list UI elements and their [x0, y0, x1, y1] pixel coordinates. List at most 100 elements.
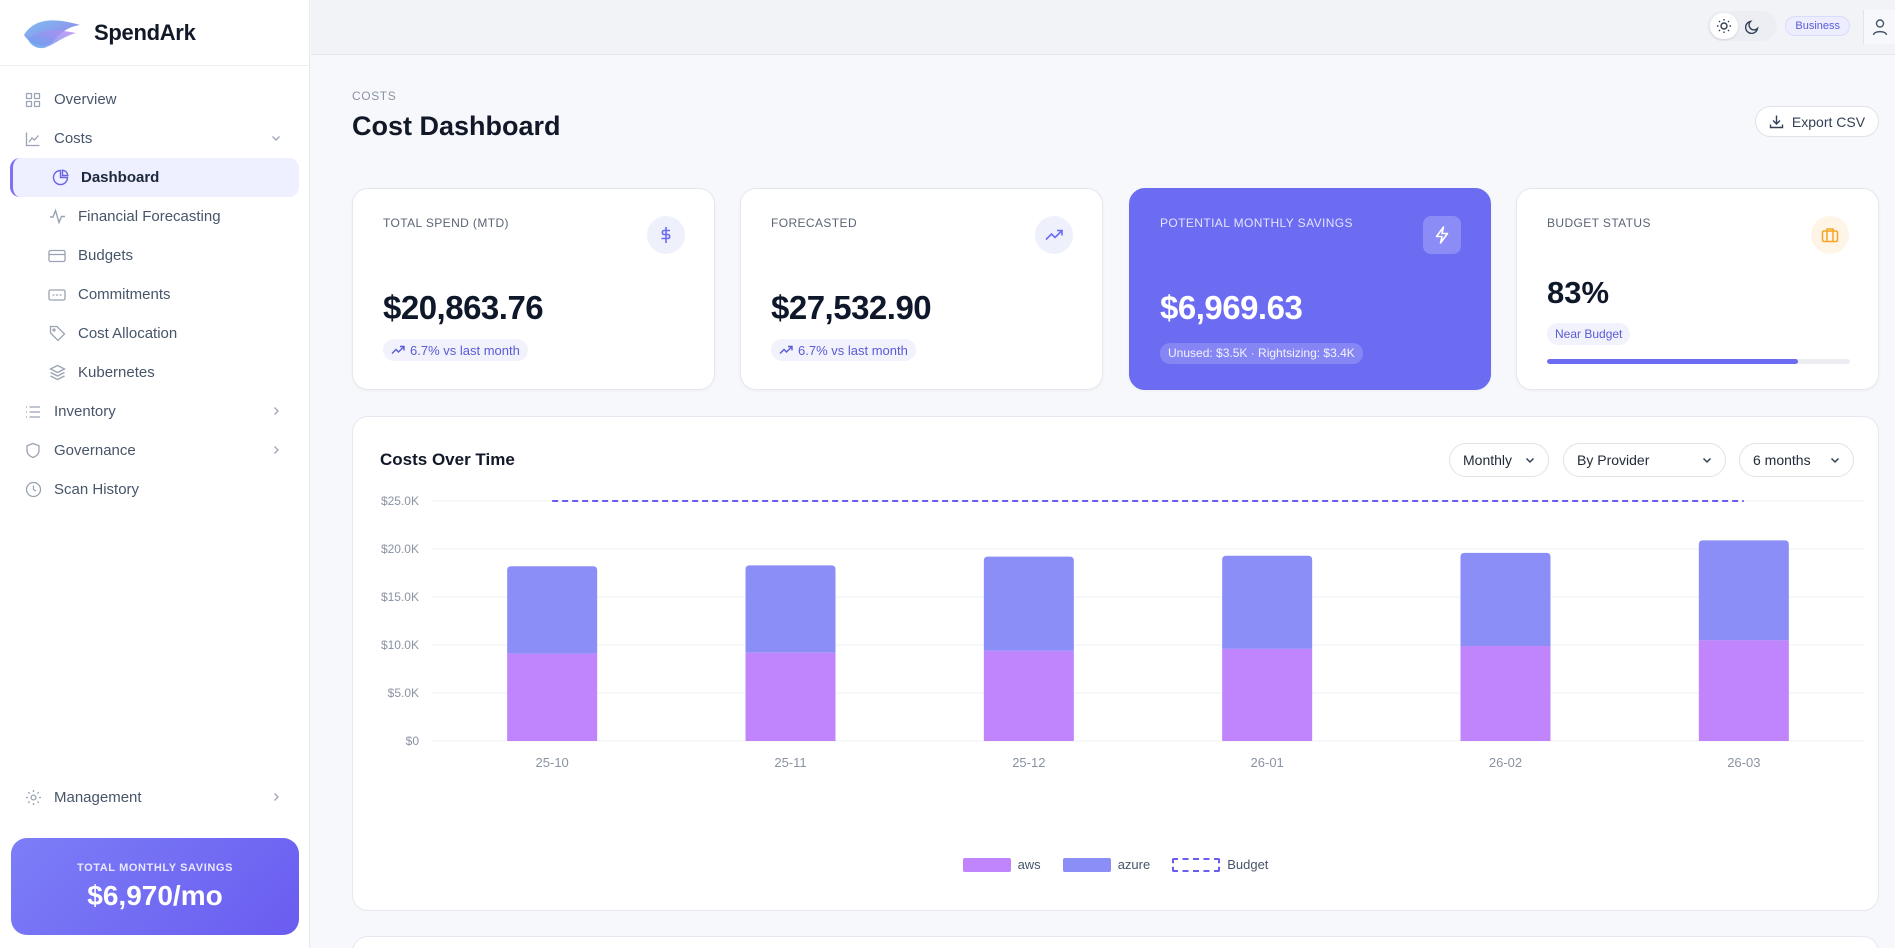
kpi-card-potential-savings: POTENTIAL MONTHLY SAVINGS $6,969.63 Unus…	[1129, 188, 1491, 390]
group-by-select[interactable]: By Provider	[1563, 443, 1726, 477]
budget-status-badge: Near Budget	[1547, 323, 1631, 345]
sidebar-item-label: Inventory	[54, 403, 116, 420]
legend-swatch-budget	[1172, 857, 1221, 872]
sidebar-item-label: Scan History	[54, 481, 140, 498]
budget-progress-fill	[1547, 359, 1799, 364]
granularity-value: Monthly	[1463, 452, 1513, 468]
x-tick-label: 25-12	[1012, 755, 1045, 770]
x-tick-label: 25-11	[774, 755, 806, 770]
sidebar-item-scan-history[interactable]: Scan History	[0, 470, 309, 509]
dollar-icon	[647, 216, 685, 254]
layers-icon	[48, 364, 66, 382]
trend-badge: 6.7% vs last month	[771, 339, 916, 361]
tag-icon	[48, 325, 66, 343]
export-csv-button[interactable]: Export CSV	[1755, 106, 1879, 137]
export-csv-label: Export CSV	[1791, 113, 1866, 130]
sidebar-subitem-budgets[interactable]: Budgets	[0, 236, 309, 275]
brand-name: SpendArk	[94, 19, 196, 45]
user-menu-button[interactable]	[1863, 10, 1895, 44]
download-icon	[1769, 115, 1784, 129]
kpi-value: $6,969.63	[1160, 289, 1303, 326]
bar-azure	[983, 556, 1074, 651]
chevron-down-icon	[272, 136, 280, 141]
grid-icon	[24, 91, 42, 109]
bar-azure	[1222, 555, 1313, 649]
theme-toggle[interactable]	[1707, 11, 1777, 41]
sidebar-item-governance[interactable]: Governance	[0, 431, 309, 470]
sidebar-subitem-label: Financial Forecasting	[78, 208, 221, 225]
chevron-right-icon	[274, 793, 279, 801]
briefcase-icon	[1811, 216, 1849, 254]
sidebar-item-management[interactable]: Management	[0, 778, 309, 817]
bar-azure	[1698, 540, 1789, 641]
total-savings-label: TOTAL MONTHLY SAVINGS	[76, 862, 234, 874]
sidebar-item-costs[interactable]: Costs	[0, 119, 309, 158]
costs-bar-chart: $0 $5.0K $10.0K $15.0K $20.0K $25.0K 25-10 25-1…	[381, 494, 1863, 770]
legend-label: Budget	[1227, 857, 1269, 872]
sidebar-subitem-label: Budgets	[78, 247, 134, 264]
kpi-value: $27,532.90	[771, 289, 932, 326]
sidebar-subitem-label: Cost Allocation	[78, 325, 178, 342]
kpi-label: FORECASTED	[771, 216, 858, 230]
shield-icon	[24, 442, 42, 460]
user-icon	[1872, 19, 1887, 36]
chevron-right-icon	[274, 446, 279, 454]
chevron-down-icon	[1830, 457, 1840, 464]
credit-card-icon	[48, 247, 66, 265]
trend-text: 6.7% vs last month	[410, 342, 520, 358]
sidebar-item-label: Costs	[54, 130, 93, 147]
sidebar-item-label: Governance	[54, 442, 136, 459]
sidebar: SpendArk Overview Costs Dashboard	[0, 0, 310, 948]
kpi-card-total-spend: TOTAL SPEND (MTD) $20,863.76 6.7% vs las…	[352, 188, 715, 390]
kpi-label: POTENTIAL MONTHLY SAVINGS	[1160, 216, 1353, 230]
range-select[interactable]: 6 months	[1739, 443, 1854, 477]
bar-aws	[1222, 648, 1313, 741]
trend-text: 6.7% vs last month	[798, 342, 908, 358]
bar-aws	[745, 652, 836, 741]
sidebar-subitem-financial-forecasting[interactable]: Financial Forecasting	[0, 197, 309, 236]
chevron-down-icon	[1525, 457, 1535, 464]
plan-badge: Business	[1785, 16, 1850, 36]
legend-swatch-azure	[1062, 857, 1111, 872]
next-panel	[352, 936, 1879, 948]
lightning-icon	[1423, 216, 1461, 254]
y-tick-label: $20.0K	[381, 542, 419, 556]
light-mode-button[interactable]	[1710, 13, 1738, 39]
sidebar-nav: Overview Costs Dashboard Financial Forec…	[0, 66, 309, 509]
bar-azure	[507, 566, 598, 654]
trend-badge: 6.7% vs last month	[383, 339, 528, 361]
trending-up-icon	[391, 345, 405, 354]
kpi-value: $20,863.76	[383, 289, 544, 326]
legend-item-azure[interactable]: azure	[1062, 857, 1150, 872]
dark-mode-button[interactable]	[1738, 13, 1766, 39]
sidebar-item-overview[interactable]: Overview	[0, 80, 309, 119]
sidebar-subitem-cost-allocation[interactable]: Cost Allocation	[0, 314, 309, 353]
y-tick-label: $5.0K	[388, 686, 419, 700]
chevron-down-icon	[1702, 457, 1712, 464]
sun-icon	[1717, 19, 1731, 33]
total-savings-value: $6,970/mo	[87, 880, 223, 911]
sidebar-subitem-commitments[interactable]: Commitments	[0, 275, 309, 314]
page-title: Cost Dashboard	[352, 111, 561, 141]
breadcrumb: COSTS	[352, 89, 397, 103]
bar-aws	[983, 650, 1074, 741]
ticket-icon	[48, 286, 66, 304]
chart-title: Costs Over Time	[380, 450, 515, 469]
legend-label: aws	[1017, 857, 1041, 872]
sidebar-subitem-label: Dashboard	[81, 169, 160, 186]
sidebar-subitem-kubernetes[interactable]: Kubernetes	[0, 353, 309, 392]
legend-item-budget[interactable]: Budget	[1172, 857, 1268, 872]
sidebar-item-inventory[interactable]: Inventory	[0, 392, 309, 431]
kpi-label: BUDGET STATUS	[1547, 216, 1651, 230]
moon-icon	[1744, 19, 1759, 34]
gear-icon	[24, 789, 42, 807]
legend-item-aws[interactable]: aws	[962, 857, 1041, 872]
y-tick-label: $0	[406, 734, 420, 748]
kpi-card-forecasted: FORECASTED $27,532.90 6.7% vs last month	[740, 188, 1103, 390]
x-tick-label: 25-10	[536, 755, 569, 770]
x-tick-label: 26-02	[1489, 755, 1522, 770]
brand[interactable]: SpendArk	[0, 0, 309, 66]
granularity-select[interactable]: Monthly	[1449, 443, 1549, 477]
sidebar-subitem-label: Kubernetes	[78, 364, 155, 381]
sidebar-subitem-dashboard[interactable]: Dashboard	[10, 158, 299, 197]
